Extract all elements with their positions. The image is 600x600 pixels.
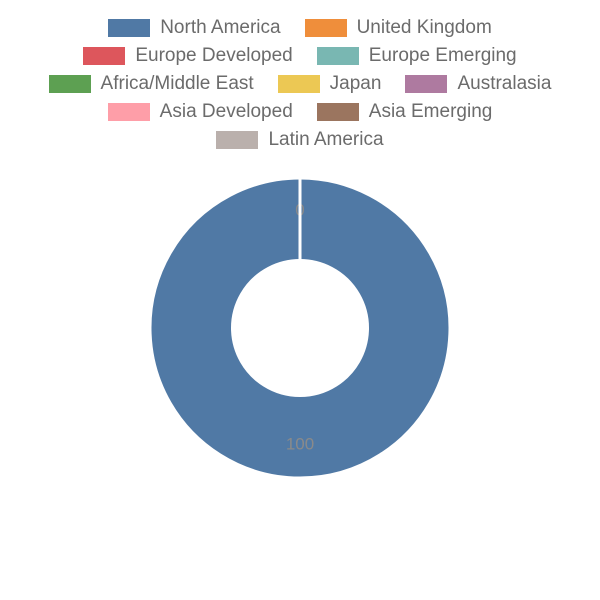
legend-swatch — [317, 103, 359, 121]
legend-item: North America — [108, 17, 280, 39]
legend-label: Asia Developed — [160, 101, 293, 123]
legend-item: United Kingdom — [305, 17, 492, 39]
legend-label: Australasia — [457, 73, 551, 95]
legend-label: Asia Emerging — [369, 101, 493, 123]
chart-container: 0100 — [0, 168, 600, 508]
legend-swatch — [317, 47, 359, 65]
legend-swatch — [108, 103, 150, 121]
legend-label: North America — [160, 17, 280, 39]
legend-label: Latin America — [268, 129, 383, 151]
legend-swatch — [83, 47, 125, 65]
legend-swatch — [49, 75, 91, 93]
legend-item: Australasia — [405, 73, 551, 95]
legend-item: Africa/Middle East — [49, 73, 254, 95]
legend-label: Japan — [330, 73, 382, 95]
legend-item: Latin America — [216, 129, 383, 151]
legend-item: Japan — [278, 73, 382, 95]
legend-swatch — [216, 131, 258, 149]
donut-chart: 0100 — [0, 168, 600, 508]
legend-swatch — [108, 19, 150, 37]
legend-label: Europe Developed — [135, 45, 292, 67]
legend-label: United Kingdom — [357, 17, 492, 39]
legend-label: Africa/Middle East — [101, 73, 254, 95]
legend-item: Asia Emerging — [317, 101, 493, 123]
legend-item: Asia Developed — [108, 101, 293, 123]
legend-item: Europe Developed — [83, 45, 292, 67]
legend-swatch — [305, 19, 347, 37]
legend-swatch — [278, 75, 320, 93]
slice-value-label: 100 — [286, 434, 314, 453]
legend-label: Europe Emerging — [369, 45, 517, 67]
legend-swatch — [405, 75, 447, 93]
legend-item: Europe Emerging — [317, 45, 517, 67]
legend: North America United Kingdom Europe Develo… — [0, 0, 600, 162]
